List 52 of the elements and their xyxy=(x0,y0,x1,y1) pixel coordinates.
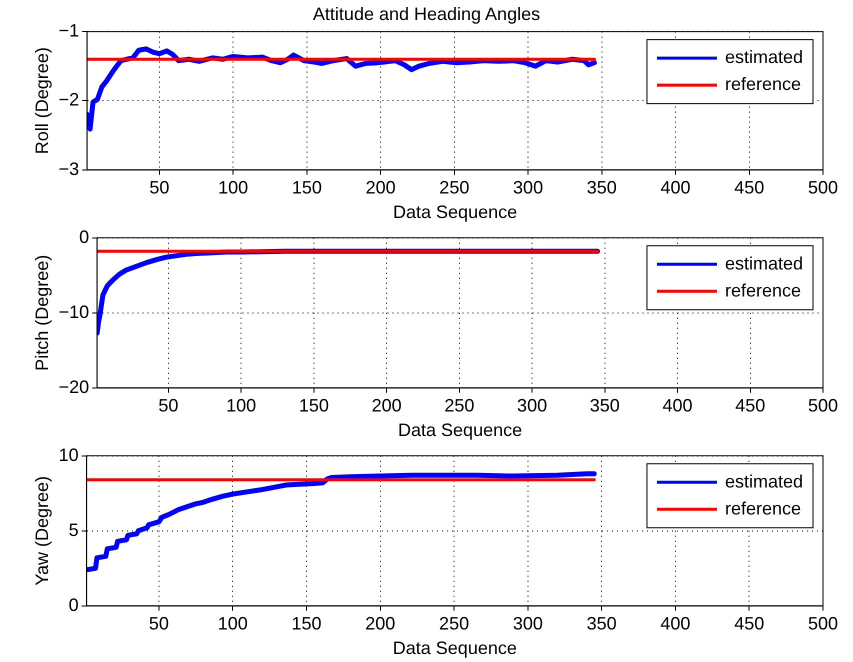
x-tick-label: 50 xyxy=(149,178,170,198)
x-tick-label: 200 xyxy=(372,396,402,416)
x-axis-title: Data Sequence xyxy=(398,420,522,440)
y-axis-title: Roll (Degree) xyxy=(32,47,52,154)
x-tick-label: 200 xyxy=(366,178,396,198)
x-tick-label: 300 xyxy=(517,396,548,416)
y-tick-label: −1 xyxy=(58,20,80,41)
x-tick-label: 400 xyxy=(660,614,690,634)
x-tick-label: 350 xyxy=(590,396,620,416)
y-tick-label: −3 xyxy=(58,158,80,179)
legend-label: estimated xyxy=(724,471,804,492)
y-axis-title: Yaw (Degree) xyxy=(32,476,52,586)
x-tick-label: 300 xyxy=(513,178,544,198)
y-tick-label: 10 xyxy=(58,444,79,465)
x-tick-label: 500 xyxy=(808,396,838,416)
x-tick-label: 450 xyxy=(734,178,764,198)
y-tick-label: 0 xyxy=(68,594,79,615)
x-tick-label: 450 xyxy=(734,614,764,634)
x-tick-label: 300 xyxy=(512,614,543,634)
x-tick-label: 450 xyxy=(735,396,766,416)
x-tick-label: 350 xyxy=(586,614,617,634)
legend-label: reference xyxy=(724,498,802,518)
x-tick-label: 400 xyxy=(662,396,693,416)
x-tick-label: 500 xyxy=(808,178,838,198)
y-tick-label: 5 xyxy=(68,520,79,540)
legend-label: reference xyxy=(724,74,802,94)
x-tick-label: 400 xyxy=(660,178,691,198)
y-tick-label: −10 xyxy=(58,302,90,322)
x-tick-label: 50 xyxy=(148,614,169,634)
x-tick-label: 50 xyxy=(158,396,178,416)
x-tick-label: 150 xyxy=(298,396,329,416)
x-tick-label: 250 xyxy=(439,614,470,634)
x-tick-label: 100 xyxy=(218,178,248,198)
x-tick-label: 350 xyxy=(586,178,617,198)
y-tick-label: 0 xyxy=(79,226,90,247)
x-tick-label: 250 xyxy=(439,178,470,198)
y-tick-label: −2 xyxy=(58,90,80,110)
legend-label: estimated xyxy=(724,253,804,274)
x-tick-label: 200 xyxy=(365,614,396,634)
x-tick-label: 500 xyxy=(808,614,838,634)
x-tick-label: 150 xyxy=(291,614,322,634)
y-tick-label: −20 xyxy=(58,376,90,397)
x-tick-label: 150 xyxy=(292,178,322,198)
x-axis-title: Data Sequence xyxy=(392,638,517,658)
x-tick-label: 100 xyxy=(218,614,248,634)
x-tick-label: 250 xyxy=(444,396,474,416)
x-axis-title: Data Sequence xyxy=(393,202,518,222)
legend-label: reference xyxy=(724,280,802,300)
chart-title: Attitude and Heading Angles xyxy=(312,4,540,24)
x-tick-label: 100 xyxy=(226,396,256,416)
legend-label: estimated xyxy=(724,47,804,68)
y-axis-title: Pitch (Degree) xyxy=(32,254,52,371)
